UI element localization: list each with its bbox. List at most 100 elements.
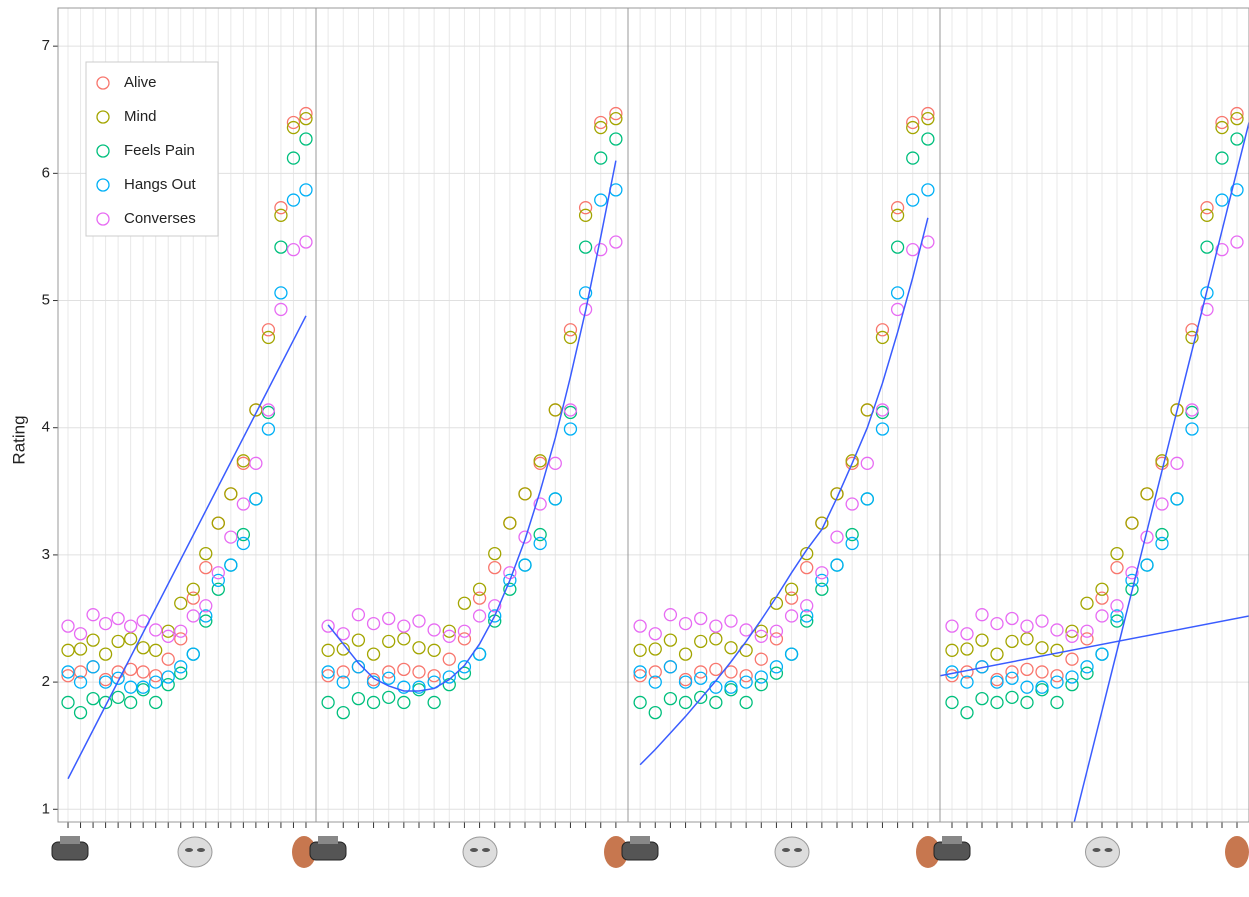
point — [211, 516, 225, 530]
point — [1155, 536, 1169, 551]
point — [442, 670, 456, 684]
point — [906, 193, 920, 207]
point — [86, 633, 100, 647]
point — [960, 627, 974, 641]
point — [427, 623, 441, 637]
point — [382, 611, 396, 626]
point — [1005, 611, 1019, 626]
point — [678, 695, 693, 710]
android-eye — [185, 848, 193, 852]
point — [875, 422, 890, 436]
android-eye — [482, 848, 490, 852]
y-tick-label: 2 — [42, 673, 50, 690]
point — [1110, 599, 1124, 613]
point — [1080, 666, 1094, 680]
point — [921, 132, 935, 146]
point — [1215, 115, 1229, 130]
point — [960, 705, 974, 720]
point — [1005, 665, 1019, 679]
point — [724, 614, 738, 628]
point — [1125, 582, 1139, 596]
human-icon — [1225, 836, 1249, 868]
point — [815, 566, 829, 580]
point — [754, 624, 768, 638]
point — [1035, 614, 1049, 628]
point — [274, 240, 288, 254]
point — [1140, 558, 1154, 572]
point — [174, 624, 188, 638]
point — [336, 705, 350, 720]
point — [945, 695, 959, 710]
point — [518, 487, 532, 501]
point — [533, 536, 547, 551]
android-eye — [1092, 848, 1101, 852]
robot-icon — [51, 841, 89, 861]
point — [784, 591, 799, 605]
point — [800, 599, 814, 613]
point — [609, 235, 623, 249]
point — [1215, 151, 1229, 165]
android-icon — [462, 836, 498, 868]
point — [211, 582, 225, 596]
point — [1050, 669, 1064, 683]
point — [503, 582, 517, 596]
human-icon — [292, 836, 316, 868]
point — [286, 243, 301, 257]
point — [890, 240, 905, 254]
point — [800, 546, 814, 561]
point — [563, 403, 578, 417]
fit-line — [1073, 122, 1249, 822]
point — [321, 619, 335, 633]
point — [800, 560, 814, 575]
point — [412, 614, 426, 628]
point — [351, 691, 366, 706]
point — [1170, 456, 1184, 470]
point — [111, 611, 125, 626]
point — [123, 695, 138, 710]
point — [648, 705, 662, 720]
point — [875, 330, 890, 345]
point — [1095, 647, 1109, 661]
point — [366, 695, 381, 710]
point — [457, 624, 472, 638]
point — [1095, 591, 1109, 605]
point — [412, 680, 426, 694]
point — [1140, 487, 1154, 501]
legend-label: Hangs Out — [124, 176, 197, 193]
android-icon — [1085, 836, 1120, 868]
point — [1065, 652, 1079, 666]
legend-marker — [96, 144, 110, 158]
point — [111, 671, 125, 685]
point — [1020, 619, 1034, 633]
point — [1200, 208, 1214, 222]
point — [382, 665, 396, 679]
legend-marker — [96, 110, 110, 124]
point — [224, 558, 238, 572]
point — [98, 647, 113, 661]
point — [1215, 120, 1229, 135]
robot-icon-detail — [630, 836, 650, 844]
robot-icon — [309, 841, 347, 861]
point — [990, 695, 1004, 710]
point — [299, 106, 313, 121]
point — [815, 573, 829, 587]
point — [149, 675, 163, 689]
point — [724, 641, 738, 655]
point — [442, 624, 456, 638]
point — [382, 671, 396, 685]
point — [199, 546, 213, 561]
point — [299, 183, 313, 197]
point — [1020, 680, 1034, 694]
point — [199, 599, 213, 613]
point — [136, 665, 150, 679]
point — [563, 330, 578, 345]
y-tick-label: 3 — [42, 546, 50, 563]
point — [594, 151, 608, 165]
point — [663, 660, 678, 674]
point — [199, 560, 213, 575]
point — [1110, 560, 1124, 575]
point — [488, 560, 502, 575]
point — [1170, 403, 1184, 417]
point — [249, 492, 263, 506]
point — [98, 695, 113, 710]
